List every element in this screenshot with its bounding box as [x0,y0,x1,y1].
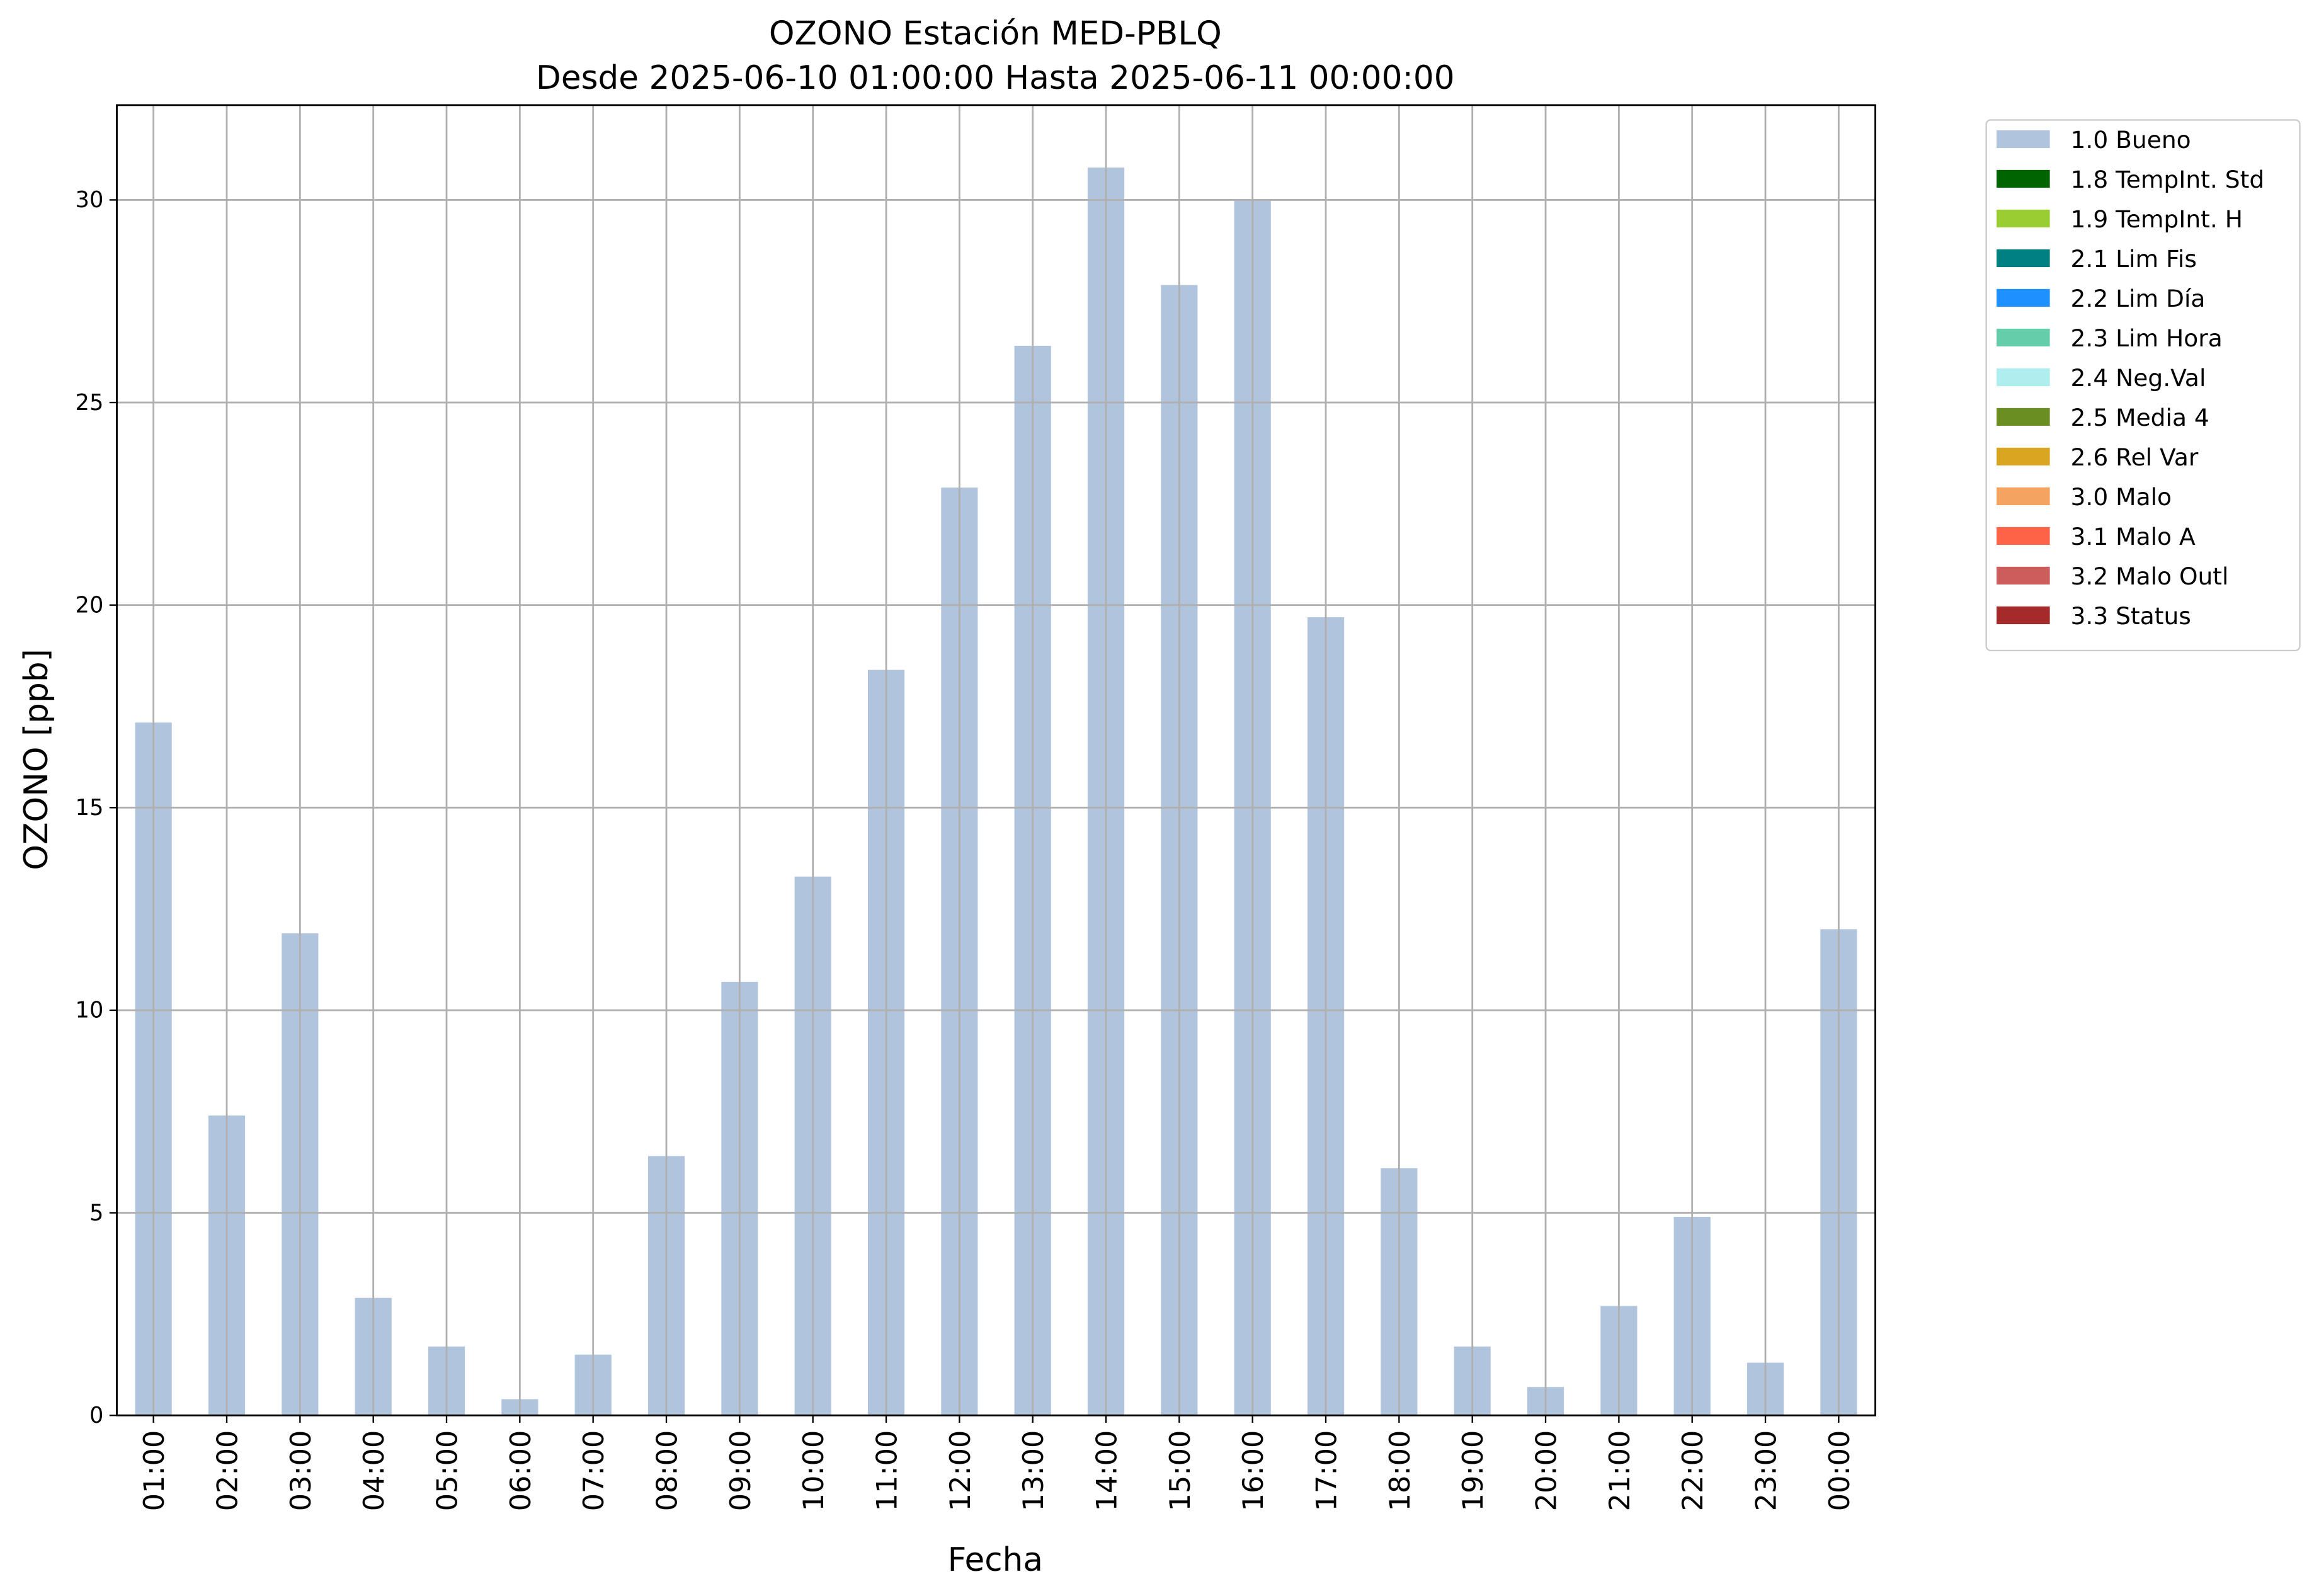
legend-label: 2.4 Neg.Val [2071,364,2206,392]
x-tick-label: 06:00 [504,1430,537,1512]
x-tick-label: 16:00 [1237,1430,1270,1512]
x-tick-label: 01:00 [138,1430,171,1512]
x-tick-label: 00:00 [1823,1430,1856,1512]
legend-swatch [1997,328,2050,347]
legend-label: 2.6 Rel Var [2071,443,2199,471]
legend-label: 2.2 Lim Día [2071,285,2206,312]
y-tick-label: 15 [76,795,104,821]
legend-swatch [1997,408,2050,426]
legend-swatch [1997,487,2050,506]
x-tick-label: 17:00 [1310,1430,1343,1512]
legend-label: 3.0 Malo [2071,483,2172,511]
legend-swatch [1997,209,2050,228]
legend-swatch [1997,368,2050,387]
x-tick-label: 05:00 [431,1430,464,1512]
legend-label: 3.3 Status [2071,602,2191,630]
x-tick-label: 04:00 [358,1430,390,1512]
y-tick-label: 10 [76,998,104,1023]
x-tick-label: 20:00 [1530,1430,1563,1512]
y-tick-label: 0 [89,1403,103,1428]
x-tick-label: 21:00 [1604,1430,1636,1512]
x-tick-label: 13:00 [1017,1430,1050,1512]
x-tick-label: 09:00 [724,1430,757,1512]
x-tick-label: 12:00 [944,1430,977,1512]
y-tick-label: 25 [76,390,104,416]
legend-box [1985,119,2301,652]
x-tick-label: 23:00 [1750,1430,1782,1512]
x-tick-label: 15:00 [1164,1430,1197,1512]
legend-swatch [1997,566,2050,585]
legend-swatch [1997,169,2050,188]
x-tick-label: 08:00 [651,1430,683,1512]
legend-label: 2.3 Lim Hora [2071,324,2223,352]
y-tick-label: 20 [76,592,104,618]
x-tick-label: 02:00 [211,1430,244,1512]
legend-label: 1.0 Bueno [2071,126,2191,154]
x-tick-label: 11:00 [870,1430,903,1512]
legend-label: 1.8 TempInt. Std [2071,166,2265,193]
legend-swatch [1997,130,2050,149]
x-tick-label: 14:00 [1090,1430,1123,1512]
chart-subtitle: Desde 2025-06-10 01:00:00 Hasta 2025-06-… [536,59,1455,97]
x-tick-label: 18:00 [1384,1430,1416,1512]
legend-label: 2.1 Lim Fis [2071,245,2197,273]
legend-label: 1.9 TempInt. H [2071,205,2243,233]
legend-swatch [1997,447,2050,466]
legend-label: 2.5 Media 4 [2071,404,2209,431]
legend-label: 3.1 Malo A [2071,523,2196,550]
plot-frame [116,104,1876,1416]
x-tick-label: 07:00 [578,1430,610,1512]
x-tick-label: 10:00 [797,1430,830,1512]
legend-swatch [1997,606,2050,625]
x-tick-label: 19:00 [1457,1430,1490,1512]
y-tick-label: 5 [89,1200,103,1226]
y-axis-label: OZONO [ppb] [18,649,55,870]
x-axis-label: Fecha [948,1541,1043,1579]
y-tick-label: 30 [76,187,104,213]
x-tick-label: 03:00 [285,1430,317,1512]
legend-swatch [1997,527,2050,545]
legend-swatch [1997,288,2050,307]
x-tick-label: 22:00 [1677,1430,1709,1512]
chart-title: OZONO Estación MED-PBLQ [769,14,1222,52]
legend-label: 3.2 Malo Outl [2071,562,2229,590]
legend-swatch [1997,249,2050,268]
